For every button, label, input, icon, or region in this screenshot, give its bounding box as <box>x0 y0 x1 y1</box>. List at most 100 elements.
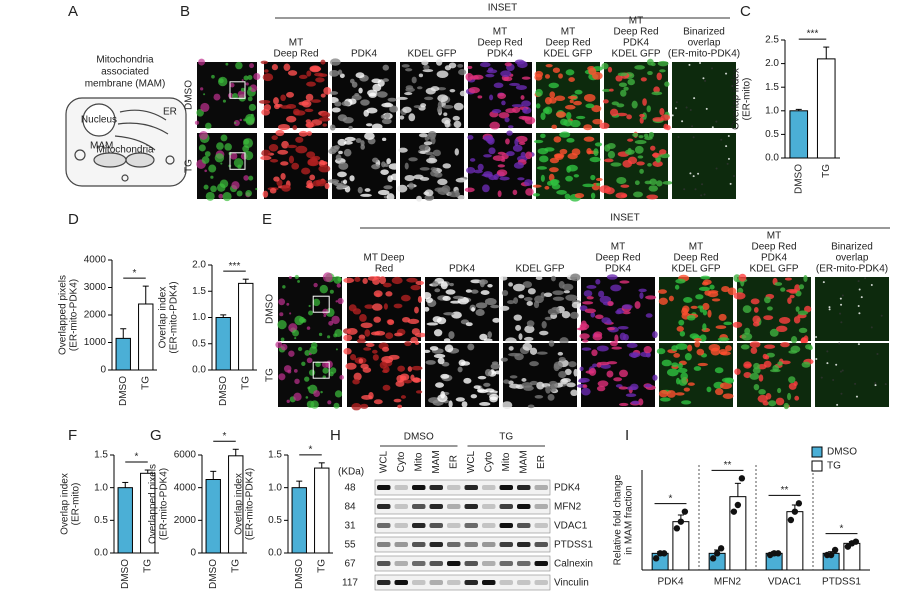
structure <box>659 107 665 116</box>
structure <box>631 100 638 109</box>
x-tick-label: VDAC1 <box>768 577 802 588</box>
structure <box>271 135 278 141</box>
structure <box>727 134 730 137</box>
data-point <box>717 545 725 552</box>
structure <box>311 155 321 161</box>
structure <box>521 76 531 80</box>
structure <box>557 351 564 356</box>
band <box>447 504 461 509</box>
structure <box>338 150 343 155</box>
structure <box>386 193 395 202</box>
structure <box>570 273 581 282</box>
structure <box>512 283 525 292</box>
y-tick-label: 1.5 <box>94 450 108 461</box>
column-label: MT <box>561 27 575 38</box>
y-tick-label: 0 <box>100 365 106 376</box>
structure <box>790 336 798 344</box>
structure <box>840 303 843 306</box>
structure <box>501 158 506 162</box>
structure <box>678 319 685 326</box>
structure <box>497 92 507 100</box>
panel-letter: H <box>330 427 341 444</box>
band <box>377 523 391 528</box>
structure <box>719 382 732 390</box>
blot-strip <box>374 555 551 572</box>
structure <box>742 305 752 314</box>
speckle <box>313 390 321 397</box>
speckle <box>208 164 217 173</box>
structure <box>548 82 560 89</box>
structure <box>727 287 737 296</box>
structure <box>633 191 643 198</box>
blot-strip <box>374 517 551 534</box>
x-tick-label: TG <box>316 559 327 573</box>
structure <box>292 125 298 131</box>
y-axis-label: (ER-mito-PDK4) <box>169 281 180 353</box>
speckle <box>203 184 209 190</box>
speckle <box>243 75 249 81</box>
speckle <box>243 175 249 181</box>
structure <box>470 394 478 399</box>
structure <box>428 397 441 404</box>
structure <box>536 381 545 390</box>
structure <box>306 131 313 136</box>
structure <box>658 297 668 305</box>
structure <box>411 365 423 371</box>
image <box>659 277 733 341</box>
structure <box>707 309 712 318</box>
y-axis-label: Overlap index <box>60 473 71 535</box>
structure <box>838 342 841 345</box>
band <box>429 504 443 509</box>
mw-label: 55 <box>344 540 356 551</box>
structure <box>652 160 663 167</box>
structure <box>706 386 712 393</box>
speckle <box>279 312 284 317</box>
structure <box>548 340 555 347</box>
structure <box>671 345 678 352</box>
speckle <box>282 285 286 289</box>
structure <box>621 304 633 310</box>
structure <box>857 343 860 346</box>
structure <box>464 187 475 193</box>
structure <box>638 288 647 293</box>
structure <box>591 349 598 357</box>
structure <box>441 185 451 194</box>
structure <box>407 318 420 325</box>
speckle <box>235 61 243 70</box>
data-point <box>709 555 717 562</box>
structure <box>780 341 790 348</box>
speckle <box>294 315 304 326</box>
structure <box>490 304 500 309</box>
structure <box>424 189 434 197</box>
structure <box>342 179 348 185</box>
structure <box>675 343 688 350</box>
structure <box>764 344 776 349</box>
structure <box>479 402 491 406</box>
structure <box>268 143 279 152</box>
speckle <box>198 58 206 66</box>
structure <box>382 369 389 374</box>
structure <box>350 78 355 84</box>
structure <box>508 346 514 351</box>
structure <box>380 114 386 119</box>
structure <box>381 137 387 142</box>
structure <box>732 175 735 178</box>
structure <box>405 85 414 90</box>
structure <box>339 73 345 79</box>
structure <box>707 291 719 298</box>
structure <box>676 325 684 332</box>
structure <box>689 108 692 111</box>
speckle <box>307 386 311 390</box>
y-axis-label: Overlap index <box>158 287 169 349</box>
structure <box>740 344 750 350</box>
structure <box>733 292 746 300</box>
structure <box>552 296 565 301</box>
protein-label: MFN2 <box>554 502 582 513</box>
structure <box>565 294 578 301</box>
structure <box>408 157 418 162</box>
structure <box>839 297 842 300</box>
column-label: MT <box>493 27 507 38</box>
structure <box>457 63 464 68</box>
structure <box>544 316 552 321</box>
structure <box>596 362 602 368</box>
